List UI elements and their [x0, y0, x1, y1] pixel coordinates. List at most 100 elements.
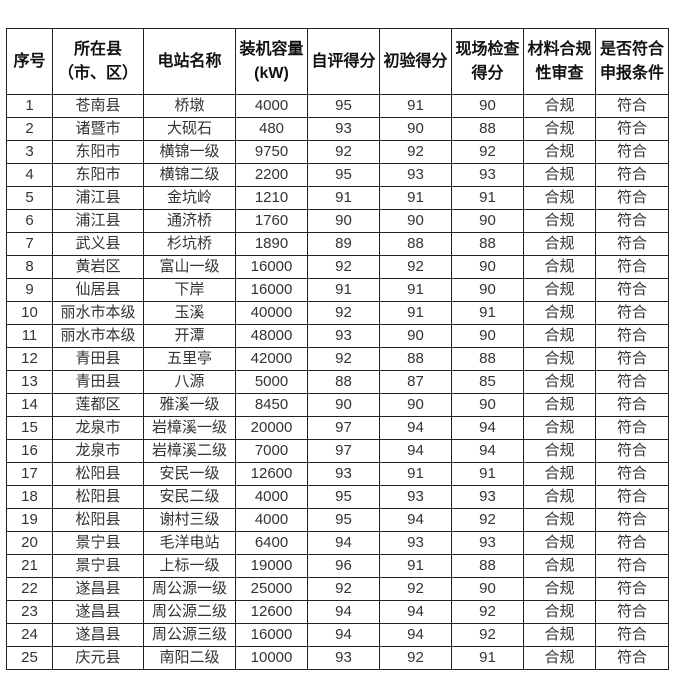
cell-station-name: 横锦一级: [143, 140, 236, 164]
cell-eligibility: 符合: [595, 117, 669, 141]
cell-self-score: 97: [307, 416, 380, 440]
cell-self-score: 94: [307, 531, 380, 555]
table-row: 11 丽水市本级 开潭 48000 93 90 90 合规 符合: [6, 324, 669, 348]
cell-onsite-score: 88: [451, 117, 524, 141]
cell-eligibility: 符合: [595, 209, 669, 233]
cell-self-score: 88: [307, 370, 380, 394]
cell-station-name: 南阳二级: [143, 646, 236, 670]
table-row: 12 青田县 五里亭 42000 92 88 88 合规 符合: [6, 347, 669, 371]
cell-self-score: 93: [307, 462, 380, 486]
cell-onsite-score: 90: [451, 209, 524, 233]
cell-station-name: 周公源三级: [143, 623, 236, 647]
cell-county: 东阳市: [52, 140, 144, 164]
cell-compliance: 合规: [523, 94, 596, 118]
cell-county: 松阳县: [52, 462, 144, 486]
cell-station-name: 金坑岭: [143, 186, 236, 210]
cell-compliance: 合规: [523, 186, 596, 210]
cell-eligibility: 符合: [595, 324, 669, 348]
cell-index: 18: [6, 485, 53, 509]
cell-onsite-score: 85: [451, 370, 524, 394]
table-row: 9 仙居县 下岸 16000 91 91 90 合规 符合: [6, 278, 669, 302]
cell-eligibility: 符合: [595, 140, 669, 164]
cell-station-name: 岩樟溪一级: [143, 416, 236, 440]
cell-county: 黄岩区: [52, 255, 144, 279]
cell-compliance: 合规: [523, 324, 596, 348]
cell-county: 浦江县: [52, 209, 144, 233]
cell-capacity: 10000: [235, 646, 308, 670]
cell-compliance: 合规: [523, 370, 596, 394]
cell-station-name: 谢村三级: [143, 508, 236, 532]
cell-compliance: 合规: [523, 278, 596, 302]
cell-onsite-score: 94: [451, 439, 524, 463]
cell-onsite-score: 90: [451, 255, 524, 279]
cell-station-name: 玉溪: [143, 301, 236, 325]
cell-station-name: 毛洋电站: [143, 531, 236, 555]
cell-station-name: 上标一级: [143, 554, 236, 578]
cell-self-score: 89: [307, 232, 380, 256]
cell-eligibility: 符合: [595, 94, 669, 118]
table-row: 1 苍南县 桥墩 4000 95 91 90 合规 符合: [6, 94, 669, 118]
cell-county: 浦江县: [52, 186, 144, 210]
cell-station-name: 岩樟溪二级: [143, 439, 236, 463]
table-row: 20 景宁县 毛洋电站 6400 94 93 93 合规 符合: [6, 531, 669, 555]
cell-compliance: 合规: [523, 485, 596, 509]
cell-initial-score: 91: [379, 278, 452, 302]
cell-initial-score: 88: [379, 232, 452, 256]
cell-station-name: 大砚石: [143, 117, 236, 141]
cell-county: 武义县: [52, 232, 144, 256]
cell-index: 8: [6, 255, 53, 279]
cell-capacity: 2200: [235, 163, 308, 187]
cell-capacity: 6400: [235, 531, 308, 555]
cell-initial-score: 94: [379, 623, 452, 647]
column-header-station-name: 电站名称: [143, 28, 236, 95]
cell-capacity: 9750: [235, 140, 308, 164]
table-row: 7 武义县 杉坑桥 1890 89 88 88 合规 符合: [6, 232, 669, 256]
cell-index: 16: [6, 439, 53, 463]
cell-onsite-score: 88: [451, 232, 524, 256]
cell-self-score: 92: [307, 577, 380, 601]
cell-eligibility: 符合: [595, 163, 669, 187]
cell-county: 庆元县: [52, 646, 144, 670]
cell-eligibility: 符合: [595, 232, 669, 256]
table-row: 19 松阳县 谢村三级 4000 95 94 92 合规 符合: [6, 508, 669, 532]
cell-initial-score: 90: [379, 324, 452, 348]
cell-eligibility: 符合: [595, 255, 669, 279]
cell-county: 景宁县: [52, 531, 144, 555]
cell-county: 苍南县: [52, 94, 144, 118]
cell-initial-score: 94: [379, 416, 452, 440]
cell-self-score: 91: [307, 186, 380, 210]
cell-eligibility: 符合: [595, 508, 669, 532]
cell-index: 20: [6, 531, 53, 555]
cell-self-score: 95: [307, 163, 380, 187]
cell-onsite-score: 90: [451, 577, 524, 601]
cell-compliance: 合规: [523, 600, 596, 624]
cell-self-score: 91: [307, 278, 380, 302]
cell-eligibility: 符合: [595, 301, 669, 325]
cell-initial-score: 87: [379, 370, 452, 394]
cell-onsite-score: 90: [451, 393, 524, 417]
cell-onsite-score: 93: [451, 531, 524, 555]
cell-county: 龙泉市: [52, 439, 144, 463]
cell-self-score: 94: [307, 600, 380, 624]
power-station-table: 序号 所在县（市、区） 电站名称 装机容量(kW) 自评得分 初验得分 现场检查得分 材料合规…: [6, 28, 669, 670]
cell-self-score: 92: [307, 347, 380, 371]
cell-eligibility: 符合: [595, 439, 669, 463]
cell-county: 丽水市本级: [52, 324, 144, 348]
cell-compliance: 合规: [523, 117, 596, 141]
cell-eligibility: 符合: [595, 347, 669, 371]
cell-county: 遂昌县: [52, 600, 144, 624]
cell-county: 青田县: [52, 370, 144, 394]
cell-eligibility: 符合: [595, 416, 669, 440]
cell-onsite-score: 91: [451, 646, 524, 670]
cell-capacity: 16000: [235, 623, 308, 647]
table-row: 22 遂昌县 周公源一级 25000 92 92 90 合规 符合: [6, 577, 669, 601]
column-header-capacity: 装机容量(kW): [235, 28, 308, 95]
cell-capacity: 4000: [235, 94, 308, 118]
cell-index: 19: [6, 508, 53, 532]
cell-station-name: 富山一级: [143, 255, 236, 279]
cell-capacity: 4000: [235, 508, 308, 532]
cell-index: 22: [6, 577, 53, 601]
table-row: 18 松阳县 安民二级 4000 95 93 93 合规 符合: [6, 485, 669, 509]
cell-initial-score: 93: [379, 163, 452, 187]
cell-capacity: 12600: [235, 462, 308, 486]
